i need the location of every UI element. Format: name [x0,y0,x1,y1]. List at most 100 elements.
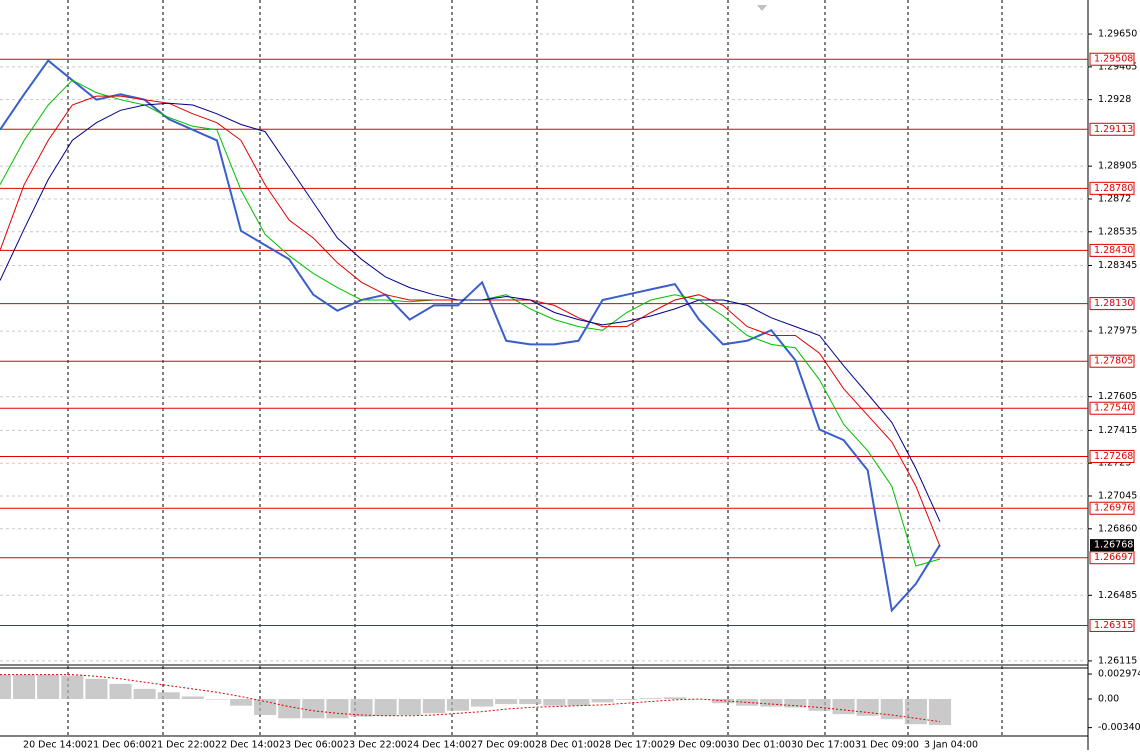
histogram-bar [133,688,156,700]
histogram-bar [302,699,325,719]
x-tick-label: 20 Dec 14:00 [23,740,87,751]
histogram-bar [567,699,590,706]
x-tick-label: 30 Dec 17:00 [791,740,855,751]
level-label: 1.29508 [1094,54,1133,65]
y-tick-label: 0.00 [1098,694,1119,705]
level-label: 1.28130 [1094,298,1133,309]
y-tick-label: 1.26115 [1098,655,1137,666]
x-tick-label: 22 Dec 14:00 [215,740,279,751]
y-tick-label: 1.28905 [1098,161,1137,172]
histogram-bar [832,699,855,715]
histogram-bar [591,699,614,703]
y-tick-label: 1.27045 [1098,491,1137,502]
level-label: 1.28430 [1094,245,1133,256]
histogram-bar [374,699,397,716]
histogram-bar [856,699,879,716]
x-tick-label: 28 Dec 17:00 [599,740,663,751]
histogram-bar [760,699,783,707]
y-tick-label: -0.003405 [1098,722,1140,733]
histogram-bar [687,699,711,700]
histogram-bar [904,699,927,725]
histogram-bar [615,699,638,700]
y-tick-label: 0.002974 [1098,669,1140,680]
histogram-bar [326,699,349,719]
y-tick-label: 1.29465 [1098,61,1137,72]
x-tick-label: 29 Dec 09:00 [663,740,727,751]
level-tag [1089,52,1135,66]
y-tick-label: 1.26860 [1098,523,1137,534]
histogram-bar [495,699,518,705]
x-tick-label: 21 Dec 06:00 [87,740,151,751]
x-tick-label: 23 Dec 06:00 [279,740,343,751]
x-tick-label: 27 Dec 09:00 [471,740,535,751]
level-label: 1.28780 [1094,183,1133,194]
x-tick-label: 31 Dec 09:00 [855,740,919,751]
y-tick-label: 1.27975 [1098,326,1137,337]
x-tick-label: 23 Dec 22:00 [343,740,407,751]
x-tick-label: 24 Dec 14:00 [407,740,471,751]
histogram-bar [0,674,12,700]
price-line [0,102,941,522]
histogram-bar [663,697,686,700]
level-label: 1.26976 [1094,503,1133,514]
histogram-bar [205,699,228,700]
price-line [0,59,941,613]
level-tag [1089,401,1135,415]
histogram-bar [61,675,84,700]
level-label: 1.26315 [1094,620,1133,631]
level-label: 1.29113 [1094,124,1133,135]
level-label: 1.27540 [1094,403,1133,414]
level-tag [1089,449,1135,463]
histogram-bar [278,699,301,719]
level-tag [1089,501,1135,515]
y-tick-label: 1.29650 [1098,29,1137,40]
histogram-bar [157,692,180,700]
y-tick-label: 1.28345 [1098,260,1137,271]
histogram-bar [446,699,469,711]
histogram-bar [543,699,566,706]
level-tag [1089,181,1135,195]
histogram-bar [422,699,445,714]
histogram-bar [736,699,759,706]
y-tick-label: 1.27415 [1098,425,1137,436]
x-tick-label: 28 Dec 01:00 [535,740,599,751]
histogram-bar [109,683,132,700]
x-tick-label: 21 Dec 22:00 [151,740,215,751]
histogram-bar [784,699,807,708]
last-price-label: 1.26768 [1094,540,1133,551]
shift-marker [757,5,767,11]
histogram-bar [85,678,108,700]
x-tick-label: 3 Jan 04:00 [924,740,978,751]
histogram-bar [13,674,36,700]
level-tag [1089,354,1135,368]
histogram-bar [254,699,277,715]
histogram-bar [639,698,662,700]
level-tag [1089,618,1135,632]
histogram-bar [712,699,735,704]
histogram-bar [229,699,253,706]
histogram-bar [880,699,903,720]
y-tick-label: 1.2928 [1098,94,1131,105]
y-tick-label: 1.26485 [1098,590,1137,601]
histogram-bar [350,699,373,717]
level-tag [1089,122,1135,136]
signal-line [0,674,941,723]
y-tick-label: 1.27605 [1098,391,1137,402]
histogram-bar [519,699,542,705]
histogram-bar [398,699,421,715]
last-price-tag [1090,539,1134,552]
level-label: 1.27805 [1094,356,1133,367]
level-tag [1089,243,1135,257]
y-tick-label: 1.2872 [1098,193,1131,204]
level-label: 1.26697 [1094,552,1133,563]
level-label: 1.27268 [1094,451,1133,462]
level-tag [1089,551,1135,565]
histogram-bar [471,699,494,707]
histogram-bar [181,696,204,700]
histogram-bar [37,674,60,700]
level-tag [1089,297,1135,311]
y-tick-label: 1.2723 [1098,458,1131,469]
histogram-bar [808,699,831,711]
